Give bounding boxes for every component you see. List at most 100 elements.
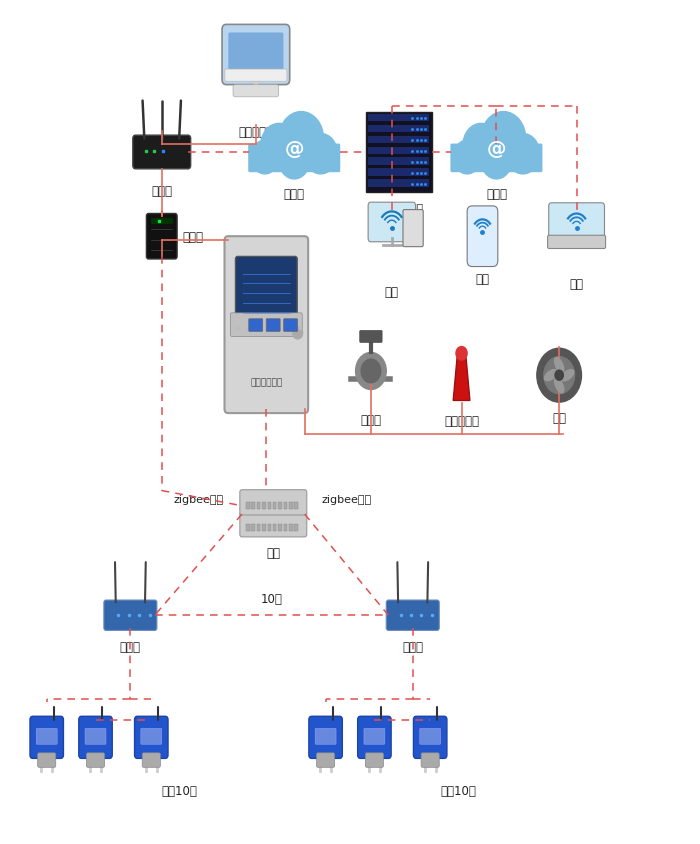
FancyBboxPatch shape [364,728,385,744]
FancyBboxPatch shape [79,717,112,759]
FancyBboxPatch shape [266,319,280,332]
FancyBboxPatch shape [279,525,282,532]
FancyBboxPatch shape [403,210,424,247]
FancyBboxPatch shape [284,319,298,332]
Circle shape [544,357,575,394]
FancyBboxPatch shape [368,126,429,133]
Text: 终端: 终端 [570,278,584,290]
FancyBboxPatch shape [368,137,429,144]
Ellipse shape [561,371,574,381]
FancyBboxPatch shape [467,207,498,268]
Circle shape [361,360,381,383]
FancyBboxPatch shape [248,144,340,173]
FancyBboxPatch shape [360,331,382,343]
Circle shape [506,134,540,175]
Polygon shape [453,354,470,401]
FancyBboxPatch shape [414,717,447,759]
Circle shape [555,371,564,381]
FancyBboxPatch shape [273,503,276,510]
Text: 路由器: 路由器 [151,185,172,197]
Circle shape [481,112,526,166]
FancyBboxPatch shape [246,503,250,510]
FancyBboxPatch shape [104,600,157,630]
Text: @: @ [486,140,506,159]
Circle shape [279,143,309,180]
FancyBboxPatch shape [358,717,391,759]
Circle shape [293,327,302,339]
Text: 风机: 风机 [552,411,566,424]
FancyBboxPatch shape [36,728,57,744]
FancyBboxPatch shape [222,25,290,85]
FancyBboxPatch shape [368,180,429,187]
FancyBboxPatch shape [365,753,384,767]
Text: 可接10台: 可接10台 [162,784,197,797]
FancyBboxPatch shape [273,525,276,532]
FancyBboxPatch shape [141,728,162,744]
Circle shape [453,141,481,175]
Circle shape [537,349,582,403]
FancyBboxPatch shape [295,525,298,532]
Circle shape [356,353,386,390]
FancyBboxPatch shape [133,136,190,170]
FancyBboxPatch shape [309,717,342,759]
FancyBboxPatch shape [547,236,606,249]
FancyBboxPatch shape [549,203,605,241]
FancyBboxPatch shape [150,219,173,225]
FancyBboxPatch shape [235,257,298,321]
FancyBboxPatch shape [386,600,439,630]
FancyBboxPatch shape [316,753,335,767]
FancyBboxPatch shape [230,313,302,337]
FancyBboxPatch shape [450,144,542,173]
Ellipse shape [554,378,564,393]
Text: zigbee信号: zigbee信号 [174,495,223,505]
FancyBboxPatch shape [233,85,279,98]
FancyBboxPatch shape [284,525,287,532]
FancyBboxPatch shape [228,34,284,79]
Text: 报警控制主机: 报警控制主机 [250,378,283,387]
FancyBboxPatch shape [257,503,260,510]
Text: 互联网: 互联网 [486,188,507,201]
FancyBboxPatch shape [251,525,255,532]
FancyBboxPatch shape [142,753,160,767]
Circle shape [251,141,279,175]
Text: 电磁阀: 电磁阀 [360,414,382,426]
FancyBboxPatch shape [85,728,106,744]
FancyBboxPatch shape [262,503,266,510]
Text: 转换器: 转换器 [183,230,204,243]
Text: 手机: 手机 [475,273,489,286]
FancyBboxPatch shape [267,525,271,532]
Circle shape [304,134,337,175]
FancyBboxPatch shape [368,148,429,155]
FancyBboxPatch shape [368,169,429,176]
FancyBboxPatch shape [38,753,56,767]
FancyBboxPatch shape [248,319,262,332]
FancyBboxPatch shape [267,503,271,510]
Circle shape [481,143,512,180]
Text: 中继器: 中继器 [120,641,141,654]
FancyBboxPatch shape [225,70,287,82]
FancyBboxPatch shape [225,237,308,414]
FancyBboxPatch shape [30,717,64,759]
Ellipse shape [554,358,564,373]
Text: 可接10台: 可接10台 [440,784,477,797]
FancyBboxPatch shape [257,525,260,532]
FancyBboxPatch shape [315,728,336,744]
FancyBboxPatch shape [251,503,255,510]
FancyBboxPatch shape [134,717,168,759]
Circle shape [261,124,297,168]
Text: 电脑: 电脑 [385,286,399,299]
FancyBboxPatch shape [262,525,266,532]
Text: 单机版电脑: 单机版电脑 [239,126,274,139]
FancyBboxPatch shape [365,113,432,192]
Circle shape [279,112,323,166]
FancyBboxPatch shape [289,503,293,510]
Text: zigbee信号: zigbee信号 [321,495,372,505]
FancyBboxPatch shape [87,753,104,767]
Text: 互联网: 互联网 [284,188,304,201]
FancyBboxPatch shape [368,115,429,122]
Text: 安帕尔网络服务器: 安帕尔网络服务器 [374,202,424,212]
Text: 中继器: 中继器 [402,641,423,654]
FancyBboxPatch shape [368,203,416,242]
Text: 网关: 网关 [266,547,280,560]
FancyBboxPatch shape [421,753,439,767]
